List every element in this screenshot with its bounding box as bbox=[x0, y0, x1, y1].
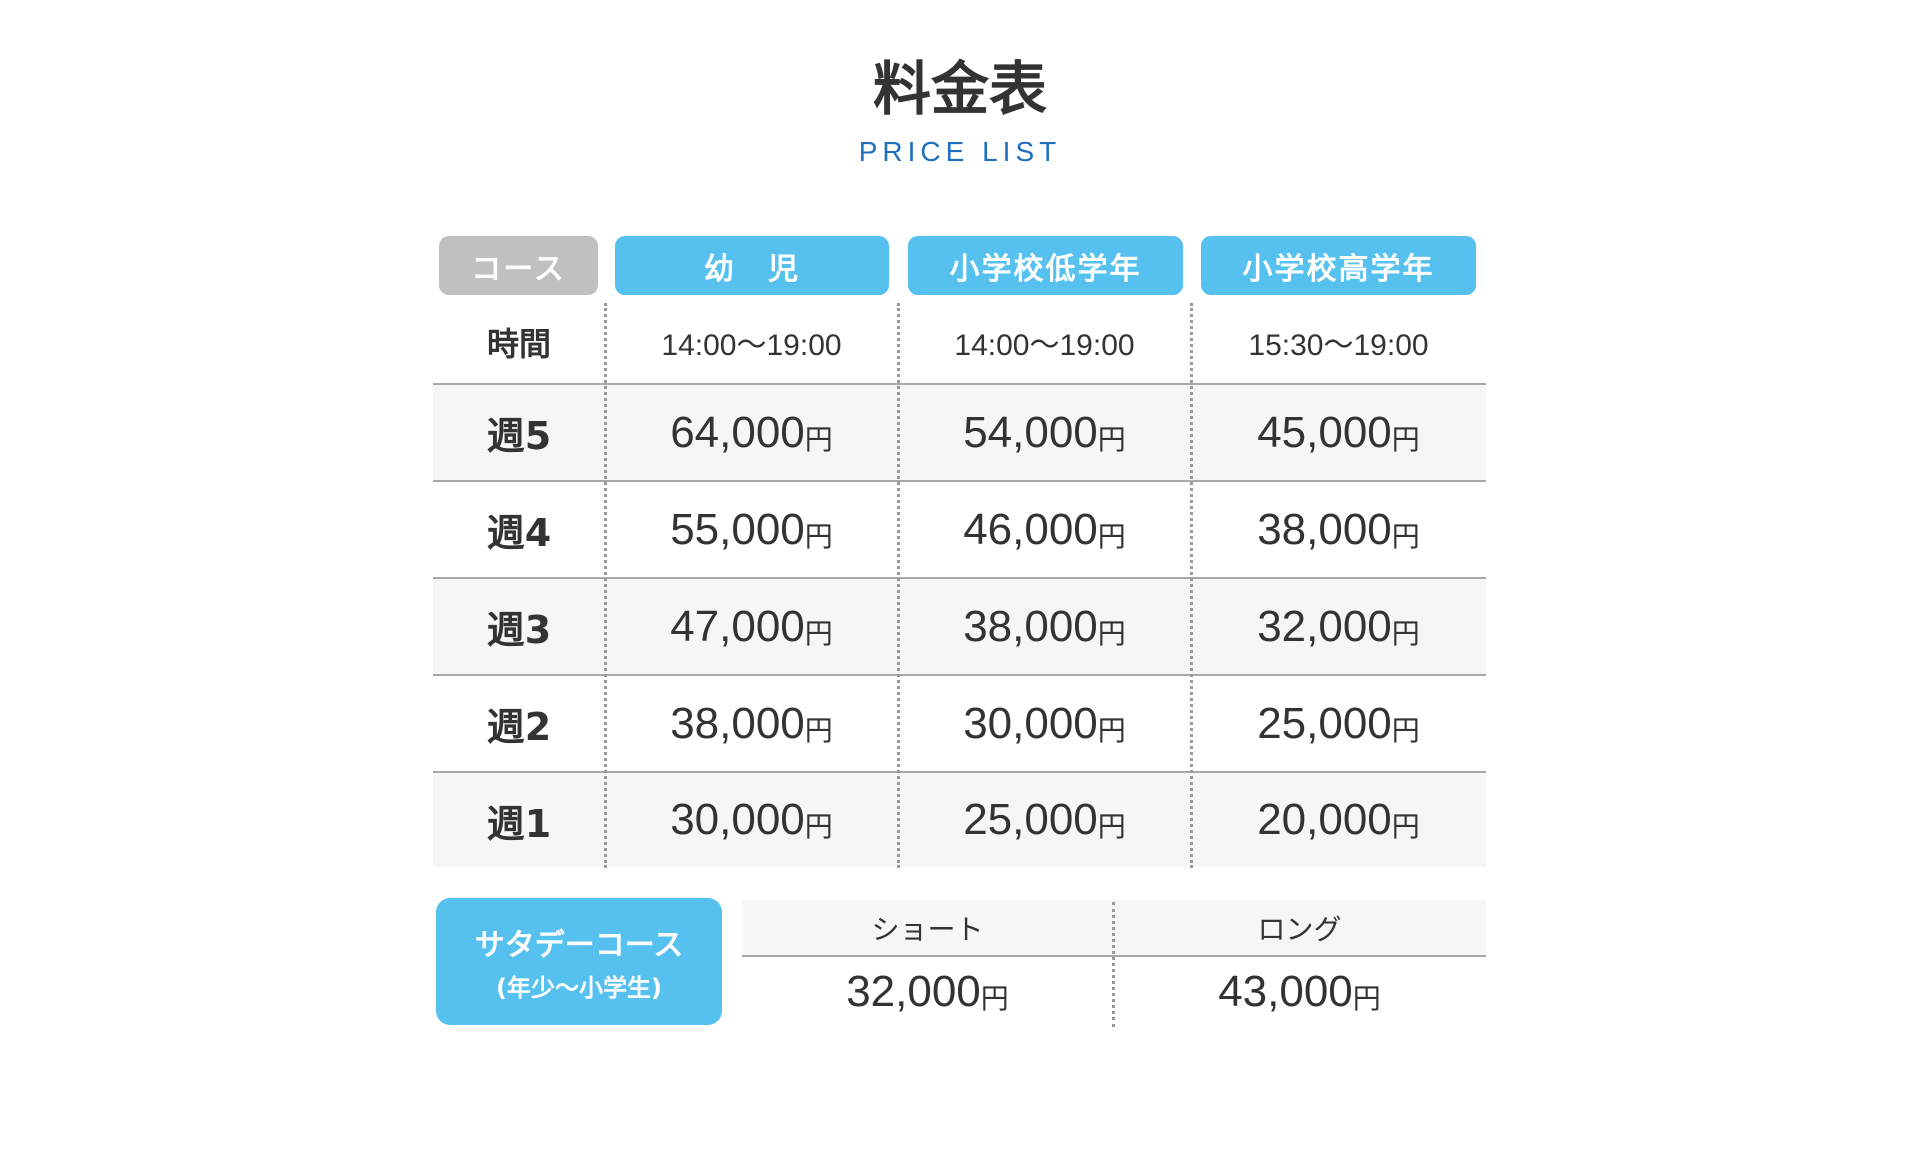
row-label: 週2 bbox=[486, 705, 552, 749]
price-value: 25,000 bbox=[963, 795, 1098, 844]
price-row: 週5 64,000 円 54,000 円 45,000 円 bbox=[433, 383, 1486, 480]
price-cell: 30,000 円 bbox=[898, 676, 1191, 771]
time-cell: 14:00〜19:00 bbox=[954, 328, 1135, 362]
row-label: 週1 bbox=[486, 801, 552, 846]
yen-unit: 円 bbox=[1097, 520, 1126, 552]
price-value: 47,000 bbox=[670, 601, 805, 651]
row-label: 週3 bbox=[486, 608, 552, 652]
price-cell: 38,000 円 bbox=[605, 676, 898, 771]
price-cell: 45,000 円 bbox=[1191, 385, 1486, 480]
price-cell: 32,000 円 bbox=[1191, 579, 1486, 674]
column-divider bbox=[1190, 303, 1193, 868]
price-cell: 20,000 円 bbox=[1191, 773, 1486, 867]
yen-unit: 円 bbox=[804, 520, 833, 552]
column-divider bbox=[604, 303, 607, 868]
price-value: 25,000 bbox=[1257, 698, 1392, 748]
yen-unit: 円 bbox=[1391, 423, 1420, 455]
price-cell: 46,000 円 bbox=[898, 482, 1191, 577]
yen-unit: 円 bbox=[804, 423, 833, 455]
price-value: 38,000 bbox=[670, 698, 805, 748]
price-cell: 38,000 円 bbox=[1191, 482, 1486, 577]
saturday-short-price: 32,000 円 bbox=[742, 959, 1113, 1025]
price-cell: 47,000 円 bbox=[605, 579, 898, 674]
yen-unit: 円 bbox=[980, 983, 1009, 1014]
price-row: 週1 30,000 円 25,000 円 20,000 円 bbox=[433, 771, 1486, 867]
header-course: コース bbox=[439, 236, 598, 295]
price-value: 20,000 bbox=[1257, 795, 1392, 844]
price-cell: 38,000 円 bbox=[898, 579, 1191, 674]
price-value: 30,000 bbox=[963, 698, 1098, 748]
price-cell: 30,000 円 bbox=[605, 773, 898, 867]
price-cell: 25,000 円 bbox=[898, 773, 1191, 867]
yen-unit: 円 bbox=[804, 617, 833, 649]
yen-unit: 円 bbox=[1391, 617, 1420, 649]
price-row: 週4 55,000 円 46,000 円 38,000 円 bbox=[433, 480, 1486, 577]
yen-unit: 円 bbox=[1097, 811, 1126, 842]
price-value: 32,000 bbox=[846, 967, 981, 1016]
time-row: 時間 14:00〜19:00 14:00〜19:00 15:30〜19:00 bbox=[433, 300, 1486, 383]
time-cell: 14:00〜19:00 bbox=[661, 328, 842, 362]
header-lower-elementary: 小学校低学年 bbox=[908, 236, 1183, 295]
page-title: 料金表 bbox=[872, 55, 1047, 123]
price-cell: 54,000 円 bbox=[898, 385, 1191, 480]
page-subtitle: PRICE LIST bbox=[858, 136, 1062, 167]
saturday-header-short: ショート bbox=[871, 912, 984, 946]
price-row: 週3 47,000 円 38,000 円 32,000 円 bbox=[433, 577, 1486, 674]
yen-unit: 円 bbox=[1391, 520, 1420, 552]
yen-unit: 円 bbox=[1391, 714, 1420, 746]
yen-unit: 円 bbox=[804, 811, 833, 842]
price-cell: 25,000 円 bbox=[1191, 676, 1486, 771]
price-value: 43,000 bbox=[1218, 967, 1353, 1016]
price-cell: 64,000 円 bbox=[605, 385, 898, 480]
column-divider bbox=[897, 303, 900, 868]
price-value: 38,000 bbox=[963, 601, 1098, 651]
price-cell: 55,000 円 bbox=[605, 482, 898, 577]
price-value: 38,000 bbox=[1257, 504, 1392, 554]
saturday-course-label: サタデーコース (年少〜小学生) bbox=[436, 898, 722, 1025]
row-label: 時間 bbox=[486, 324, 551, 363]
row-label: 週5 bbox=[486, 414, 552, 458]
saturday-long-price: 43,000 円 bbox=[1113, 959, 1486, 1025]
yen-unit: 円 bbox=[804, 714, 833, 746]
price-value: 54,000 bbox=[963, 407, 1098, 457]
price-value: 30,000 bbox=[670, 795, 805, 844]
saturday-header-long: ロング bbox=[1257, 912, 1342, 946]
price-value: 46,000 bbox=[963, 504, 1098, 554]
yen-unit: 円 bbox=[1352, 983, 1381, 1014]
price-row: 週2 38,000 円 30,000 円 25,000 円 bbox=[433, 674, 1486, 771]
price-value: 45,000 bbox=[1257, 407, 1392, 457]
price-value: 55,000 bbox=[670, 504, 805, 554]
time-cell: 15:30〜19:00 bbox=[1248, 328, 1429, 362]
yen-unit: 円 bbox=[1097, 617, 1126, 649]
price-value: 32,000 bbox=[1257, 601, 1392, 651]
header-preschool: 幼 児 bbox=[615, 236, 889, 295]
yen-unit: 円 bbox=[1391, 811, 1420, 842]
price-value: 64,000 bbox=[670, 407, 805, 457]
yen-unit: 円 bbox=[1097, 714, 1126, 746]
saturday-title: サタデーコース bbox=[474, 928, 684, 963]
header-upper-elementary: 小学校高学年 bbox=[1201, 236, 1476, 295]
yen-unit: 円 bbox=[1097, 423, 1126, 455]
saturday-divider bbox=[1112, 902, 1115, 1027]
saturday-note: (年少〜小学生) bbox=[496, 974, 662, 1002]
row-label: 週4 bbox=[486, 511, 552, 555]
